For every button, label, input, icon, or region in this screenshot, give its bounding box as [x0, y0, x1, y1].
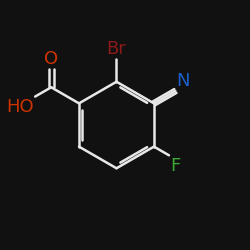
Text: HO: HO	[6, 98, 34, 116]
Text: N: N	[176, 72, 190, 90]
Text: O: O	[44, 50, 58, 68]
Text: F: F	[170, 156, 180, 174]
Text: Br: Br	[106, 40, 126, 58]
